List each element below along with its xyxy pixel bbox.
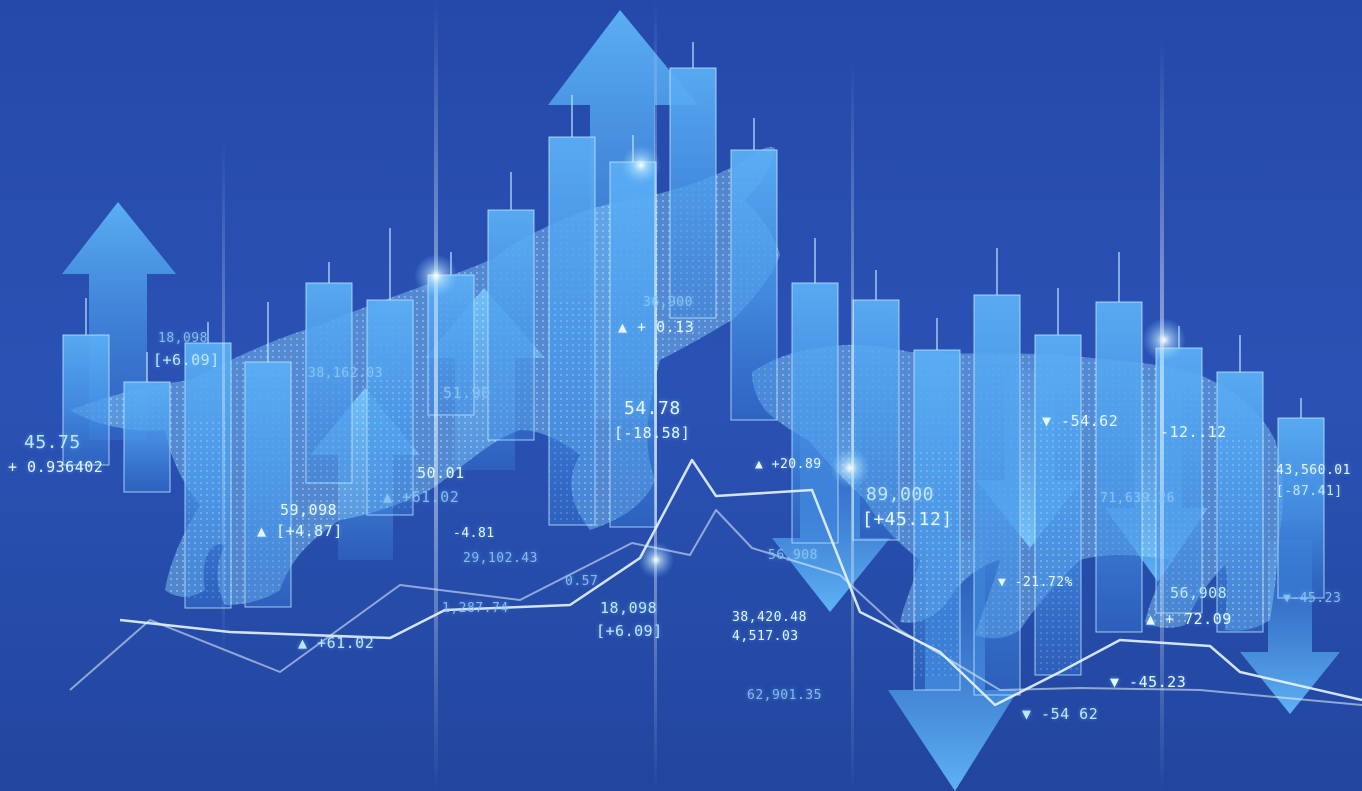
change-label: -4.81 xyxy=(453,526,495,541)
change-label: ▲ + 0.13 xyxy=(618,318,695,336)
candlestick-group xyxy=(62,42,1325,696)
change-label: ▲ +61.02 xyxy=(383,488,460,506)
change-label: ▼ -45.23 xyxy=(1110,673,1187,691)
change-label: ▼ -54 62 xyxy=(1022,705,1099,723)
price-label: 45.75 xyxy=(24,432,81,453)
price-label: 56,908 xyxy=(768,548,818,563)
change-label: [-87.41] xyxy=(1276,484,1343,499)
change-label: 0.57 xyxy=(565,574,599,589)
lens-flares xyxy=(414,145,1186,578)
change-label: ▲ + 72.09 xyxy=(1146,610,1232,628)
price-label: 56,908 xyxy=(1170,584,1228,602)
price-label: 38,162.03 xyxy=(308,366,383,381)
change-label: [+6.09] xyxy=(153,351,220,369)
change-label: [-18.58] xyxy=(614,424,691,442)
price-label: 38,420.48 xyxy=(732,610,807,625)
price-label: 89,000 xyxy=(866,484,935,505)
price-label: 4,517.03 xyxy=(732,629,799,644)
price-label: 71,639.26 xyxy=(1100,491,1175,506)
price-label: 54.78 xyxy=(624,398,681,419)
change-label: + 0.936402 xyxy=(8,458,104,476)
change-label: [+6.09] xyxy=(596,622,663,640)
change-label: ▼-45.23 xyxy=(1283,591,1342,606)
change-label: ▼ -21.72% xyxy=(998,575,1073,590)
price-label: 51.90 xyxy=(443,384,491,402)
change-label: ▲ +61.02 xyxy=(298,634,375,652)
price-label: 18,098 xyxy=(158,331,208,346)
price-label: 62,901.35 xyxy=(747,688,822,703)
change-label: ▼ -54.62 xyxy=(1042,412,1119,430)
price-label: 1,287.74 xyxy=(442,601,509,616)
price-label: 50.01 xyxy=(417,464,465,482)
price-label: 36,900 xyxy=(643,295,693,310)
price-label: 59,098 xyxy=(280,501,338,519)
light-beams xyxy=(222,0,1164,791)
change-label: ▲ [+4.87] xyxy=(257,522,343,540)
change-label: -12..12 xyxy=(1160,423,1227,441)
price-label: 43,560.01 xyxy=(1276,463,1351,478)
change-label: ▲ +20.89 xyxy=(755,457,822,472)
trend-lines xyxy=(69,458,1362,707)
change-label: [+45.12] xyxy=(862,509,953,530)
price-label: 29,102.43 xyxy=(463,551,538,566)
price-label: 18,098 xyxy=(600,599,658,617)
